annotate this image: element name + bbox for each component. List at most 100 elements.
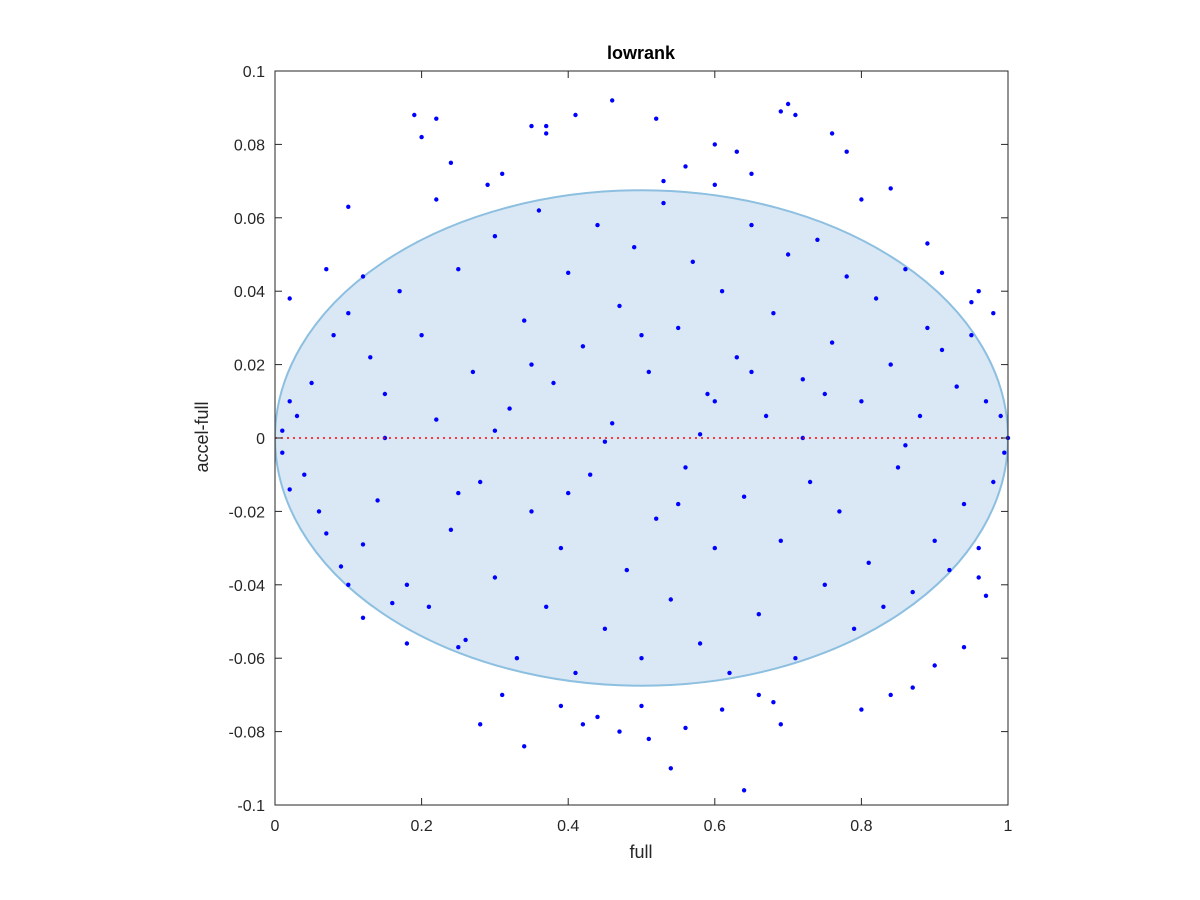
data-point [888,362,893,367]
x-tick-label: 0.2 [410,818,432,835]
data-point [1002,450,1007,455]
data-point [800,377,805,382]
data-point [544,131,549,136]
data-point [793,656,798,661]
y-axis-label: accel-full [192,401,212,472]
data-point [925,241,930,246]
chart-title: lowrank [607,43,676,63]
data-point [969,300,974,305]
data-point [697,641,703,646]
data-point [785,101,791,107]
x-axis-label: full [629,842,652,862]
data-point [434,197,439,202]
data-point [668,597,673,602]
data-point [588,472,593,477]
y-tick-label: 0.06 [234,211,265,228]
data-point [778,109,783,114]
data-point [969,333,974,338]
data-point [917,413,923,419]
data-point [456,267,461,272]
data-point [492,575,498,580]
data-point [346,311,351,316]
data-point [602,439,608,444]
data-point [617,303,622,309]
data-point [558,545,564,551]
data-point [961,645,967,650]
data-point [375,498,380,503]
data-point [324,531,329,536]
data-point [749,171,754,176]
data-point [785,252,791,257]
data-point [390,600,395,606]
data-point [661,178,666,184]
data-point [976,289,981,294]
data-point [719,707,725,712]
data-point [932,538,937,543]
data-point [551,380,556,386]
data-point [287,487,292,492]
data-point [859,707,864,712]
data-point [646,369,651,375]
data-point [925,325,930,331]
data-point [712,142,717,147]
data-point [903,267,908,272]
data-point [778,722,783,727]
data-point [939,347,945,353]
data-point [807,479,813,485]
data-point [368,355,373,360]
data-point [529,509,534,514]
y-tick-label: -0.08 [229,725,266,742]
data-point [558,703,564,709]
data-point [507,406,512,411]
data-point [536,208,542,213]
data-point [624,567,629,573]
data-point [404,641,410,646]
data-point [683,465,688,470]
data-point [573,112,578,118]
data-point [661,200,666,206]
data-point [456,645,461,650]
data-point [382,391,388,397]
data-point [859,399,864,404]
data-point [778,538,783,543]
data-point [705,391,710,397]
data-point [404,582,410,587]
data-point [712,545,717,551]
data-point [602,626,608,631]
data-point [697,432,703,437]
data-point [690,259,695,264]
x-tick-label: 0.8 [850,818,872,835]
data-point [346,582,351,587]
data-point [566,270,571,275]
data-point [522,318,527,323]
data-point [324,267,329,272]
data-point [888,692,893,698]
data-point [910,589,915,595]
data-point [478,479,483,485]
data-point [844,274,849,279]
data-point [888,186,893,191]
data-point [492,234,498,239]
data-point [595,714,600,720]
data-point [485,182,490,187]
data-point [426,604,432,609]
data-point [294,413,300,419]
data-point [771,311,776,316]
data-point [712,182,717,187]
data-point [514,656,520,661]
y-tick-label: -0.02 [229,504,266,521]
data-point [932,663,937,668]
data-point [456,490,461,496]
data-point [749,222,754,228]
data-point [910,685,915,690]
data-point [683,164,688,169]
y-tick-label: 0.1 [243,64,265,81]
data-point [302,472,307,477]
data-point [734,355,739,360]
y-tick-label: 0.04 [234,284,265,301]
data-point [837,509,842,514]
data-point [580,344,586,349]
data-point [610,98,615,103]
data-point [976,545,981,551]
